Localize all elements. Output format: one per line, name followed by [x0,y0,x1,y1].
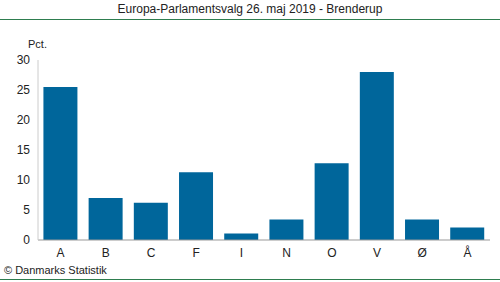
svg-text:I: I [240,246,243,260]
svg-text:20: 20 [17,113,31,127]
svg-text:15: 15 [17,143,31,157]
svg-text:V: V [373,246,381,260]
svg-text:F: F [193,246,200,260]
svg-text:B: B [102,246,110,260]
svg-text:0: 0 [23,233,30,247]
svg-text:5: 5 [23,203,30,217]
html-text:© Danmarks Statistik: © Danmarks Statistik [4,264,107,276]
svg-text:25: 25 [17,83,31,97]
svg-text:C: C [147,246,156,260]
svg-text:N: N [282,246,291,260]
svg-text:30: 30 [17,53,31,67]
svg-text:10: 10 [17,173,31,187]
svg-text:A: A [57,246,65,260]
html-text:Pct.: Pct. [28,38,47,50]
html-text:Europa-Parlamentsvalg 26. maj: Europa-Parlamentsvalg 26. maj 2019 - Bre… [117,2,383,16]
svg-text:O: O [327,246,336,260]
svg-text:Ø: Ø [418,246,427,260]
svg-text:Å: Å [463,245,471,260]
